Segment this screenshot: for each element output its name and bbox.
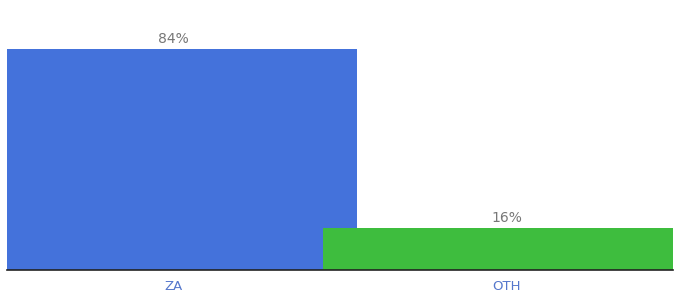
- Bar: [324, 228, 680, 270]
- Text: 84%: 84%: [158, 32, 189, 46]
- Text: 16%: 16%: [491, 211, 522, 225]
- Bar: [0, 49, 356, 270]
